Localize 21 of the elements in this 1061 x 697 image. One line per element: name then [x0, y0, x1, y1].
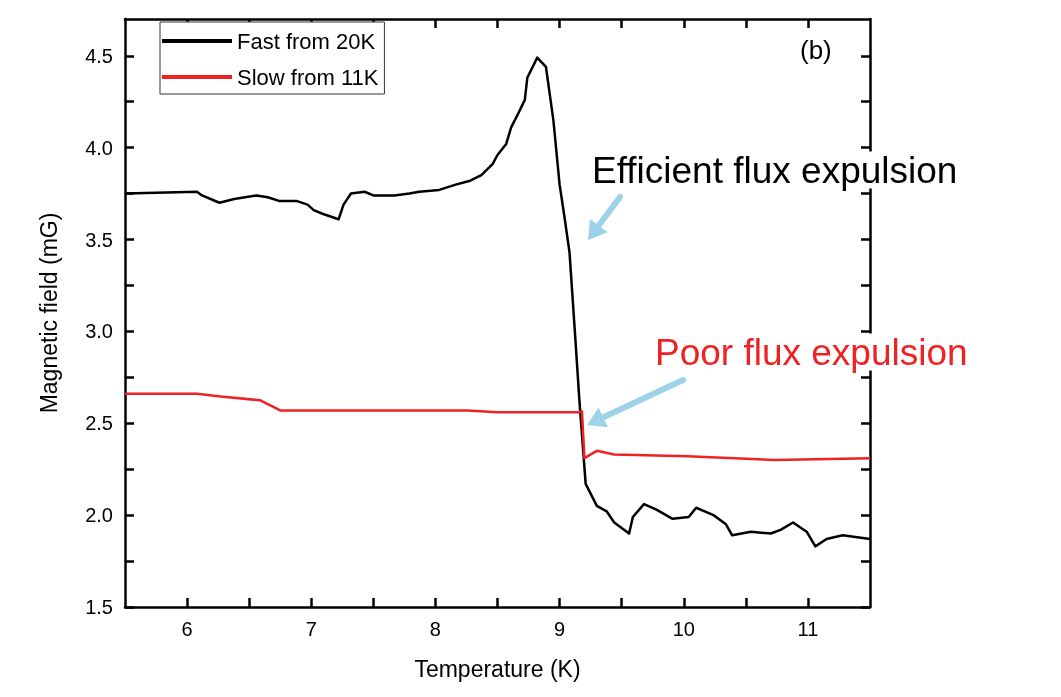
text: 3.0 — [85, 320, 113, 343]
text: 4.0 — [85, 136, 113, 159]
x-tick-label: 8 — [429, 618, 441, 640]
legend-label: Slow from 11K — [237, 64, 379, 90]
annotation: Efficient flux expulsion — [592, 149, 958, 191]
x-tick-label: 11 — [797, 618, 819, 640]
legend-label: Fast from 20K — [237, 28, 376, 54]
line-series — [123, 392, 872, 462]
x-tick-label: 6 — [181, 618, 193, 640]
x-axis-title: Temperature (K) — [414, 655, 581, 682]
x-tick-label: 7 — [305, 618, 317, 640]
y-tick-label: 3.5 — [85, 228, 113, 251]
annotation: Poor flux expulsion — [655, 331, 968, 373]
y-tick-label: 4.5 — [85, 44, 113, 67]
text: 2.0 — [85, 504, 113, 527]
y-tick-label: 2.5 — [85, 412, 113, 435]
x-tick-label: 9 — [554, 618, 566, 640]
x-tick-label: 10 — [672, 618, 695, 640]
y-axis-title: Magnetic field (mG) — [35, 212, 62, 414]
y-tick-label: 1.5 — [85, 596, 113, 618]
annotation: (b) — [800, 35, 832, 65]
